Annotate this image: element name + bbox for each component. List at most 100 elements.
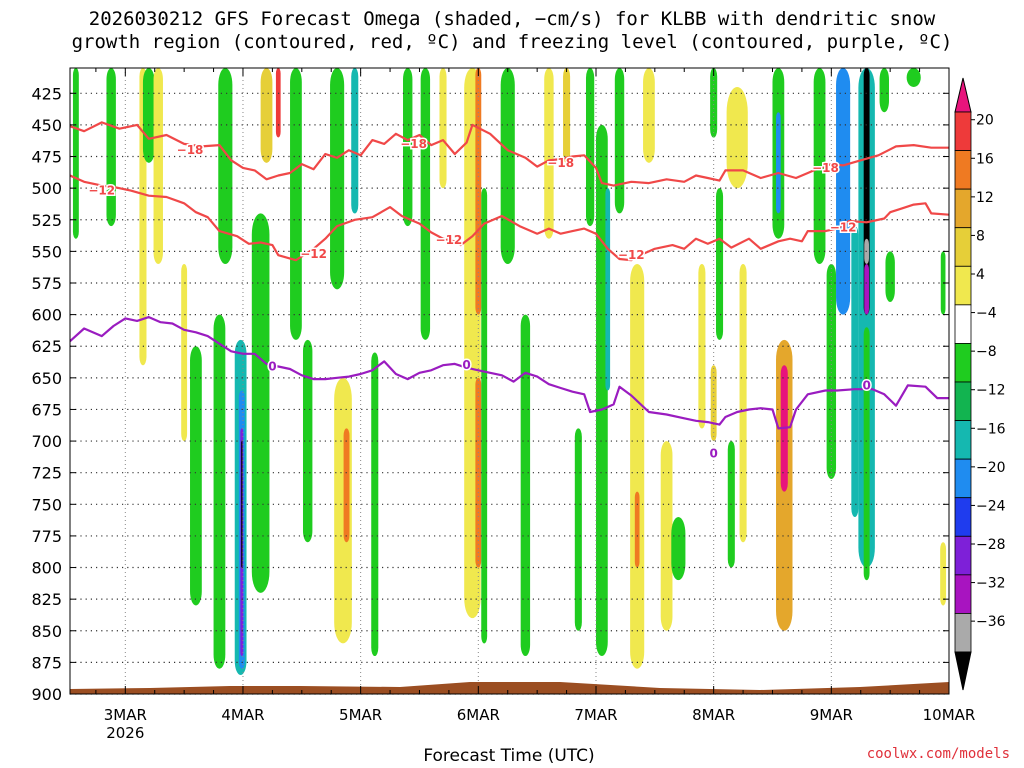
x-tick-label: 5MAR	[339, 706, 382, 724]
x-tick-label: 8MAR	[692, 706, 735, 724]
colorbar-swatch	[954, 497, 972, 537]
colorbar-tick-label: −12	[976, 383, 1006, 399]
x-axis-label: Forecast Time (UTC)	[423, 746, 595, 766]
omega-cell	[863, 327, 870, 581]
y-tick-label: 425	[31, 84, 62, 103]
omega-cell	[563, 68, 571, 163]
omega-cell	[481, 188, 488, 644]
plot-frame	[69, 67, 950, 695]
omega-cell	[698, 264, 706, 429]
colorbar-tick-label: 4	[976, 267, 985, 283]
omega-cell	[630, 264, 645, 669]
contour-label: 0	[462, 358, 470, 372]
colorbar-swatch	[954, 150, 972, 190]
chart-title: 2026030212 GFS Forecast Omega (shaded, −…	[0, 8, 1024, 54]
watermark: coolwx.com/models	[866, 746, 1010, 762]
y-tick-label: 625	[31, 337, 62, 356]
x-tick-label: 3MAR	[104, 706, 147, 724]
omega-cell	[605, 188, 611, 391]
colorbar-swatch	[954, 343, 972, 383]
omega-cell	[726, 86, 748, 189]
y-tick-label: 600	[31, 306, 62, 325]
omega-cell	[739, 264, 747, 543]
contour-line-dgz-1	[70, 174, 949, 262]
colorbar-swatch	[954, 458, 972, 499]
contour-line-freezing-level	[70, 316, 949, 430]
y-tick-label: 650	[31, 369, 62, 388]
colorbar-swatch	[954, 227, 972, 267]
omega-cell	[634, 491, 640, 568]
omega-cell	[520, 314, 531, 657]
omega-cell	[213, 314, 226, 669]
terrain-ground	[70, 682, 949, 694]
colorbar-swatch	[954, 265, 972, 306]
omega-cell	[864, 264, 869, 315]
omega-cell	[710, 68, 718, 138]
omega-cell	[181, 264, 188, 442]
x-tick-label: 4MAR	[221, 706, 264, 724]
colorbar-tick-label: −24	[976, 498, 1006, 514]
grid-lines	[70, 68, 950, 695]
omega-cell	[544, 68, 554, 239]
omega-cell	[439, 68, 447, 189]
x-tick-label: 7MAR	[574, 706, 617, 724]
y-tick-label: 775	[31, 527, 62, 546]
contour-label: 0	[862, 378, 870, 392]
omega-cell	[776, 112, 781, 214]
x-tick-label: 9MAR	[810, 706, 853, 724]
colorbar-tick-label: −16	[976, 421, 1006, 437]
y-axis: 425 450 475 500 525 550 575 600 625 650 675 700 725 7…	[31, 84, 949, 704]
omega-cell	[585, 68, 595, 227]
colorbar-tick-label: 8	[976, 228, 985, 244]
omega-cell	[351, 68, 359, 214]
contour-label: −12	[618, 248, 645, 262]
y-tick-label: 525	[31, 211, 62, 230]
contour-label: −18	[812, 161, 839, 175]
omega-cell	[260, 68, 273, 163]
colorbar-swatch	[954, 420, 972, 460]
omega-cell	[371, 352, 379, 657]
omega-cell	[330, 68, 345, 290]
y-tick-label: 800	[31, 559, 62, 578]
omega-cell	[879, 68, 889, 113]
omega-cell	[660, 441, 673, 631]
colorbar-swatch	[954, 574, 972, 614]
y-tick-label: 750	[31, 495, 62, 514]
omega-cell	[858, 68, 875, 568]
omega-cell	[836, 68, 851, 315]
colorbar-cap-bottom	[954, 651, 972, 691]
y-tick-label: 725	[31, 464, 62, 483]
colorbar-swatch	[954, 111, 972, 151]
contour-lines	[70, 121, 949, 430]
omega-cell	[343, 428, 350, 543]
contour-label: −18	[547, 156, 574, 170]
x-tick-label: 6MAR	[457, 706, 500, 724]
omega-cell	[716, 188, 724, 340]
contour-label: −12	[436, 233, 463, 247]
omega-cell	[142, 68, 155, 163]
colorbar-tick-label: 12	[976, 190, 994, 206]
colorbar-swatch	[954, 188, 972, 229]
omega-cell	[420, 68, 431, 340]
contour-label: −12	[88, 184, 115, 198]
colorbar-tick-label: 16	[976, 151, 994, 167]
y-tick-label: 825	[31, 590, 62, 609]
omega-cell	[275, 68, 281, 138]
colorbar: 20 16 12 8 4 −4 −8 −12 −16 −20 −24 −28 −32 −36	[954, 77, 1006, 691]
omega-cell	[595, 124, 608, 657]
colorbar-tick-label: −36	[976, 614, 1006, 630]
colorbar-swatch	[954, 535, 972, 576]
omega-cell	[72, 68, 79, 239]
y-tick-label: 450	[31, 116, 62, 135]
contour-label: 0	[709, 447, 717, 461]
omega-cell	[190, 346, 202, 606]
colorbar-swatch	[954, 613, 972, 653]
y-tick-label: 550	[31, 242, 62, 261]
colorbar-tick-label: −28	[976, 537, 1006, 553]
colorbar-tick-label: −20	[976, 460, 1006, 476]
colorbar-swatch	[954, 381, 972, 421]
omega-cell	[940, 542, 947, 606]
omega-cell	[302, 339, 313, 543]
omega-cell	[671, 516, 686, 581]
omega-cell	[906, 68, 921, 87]
